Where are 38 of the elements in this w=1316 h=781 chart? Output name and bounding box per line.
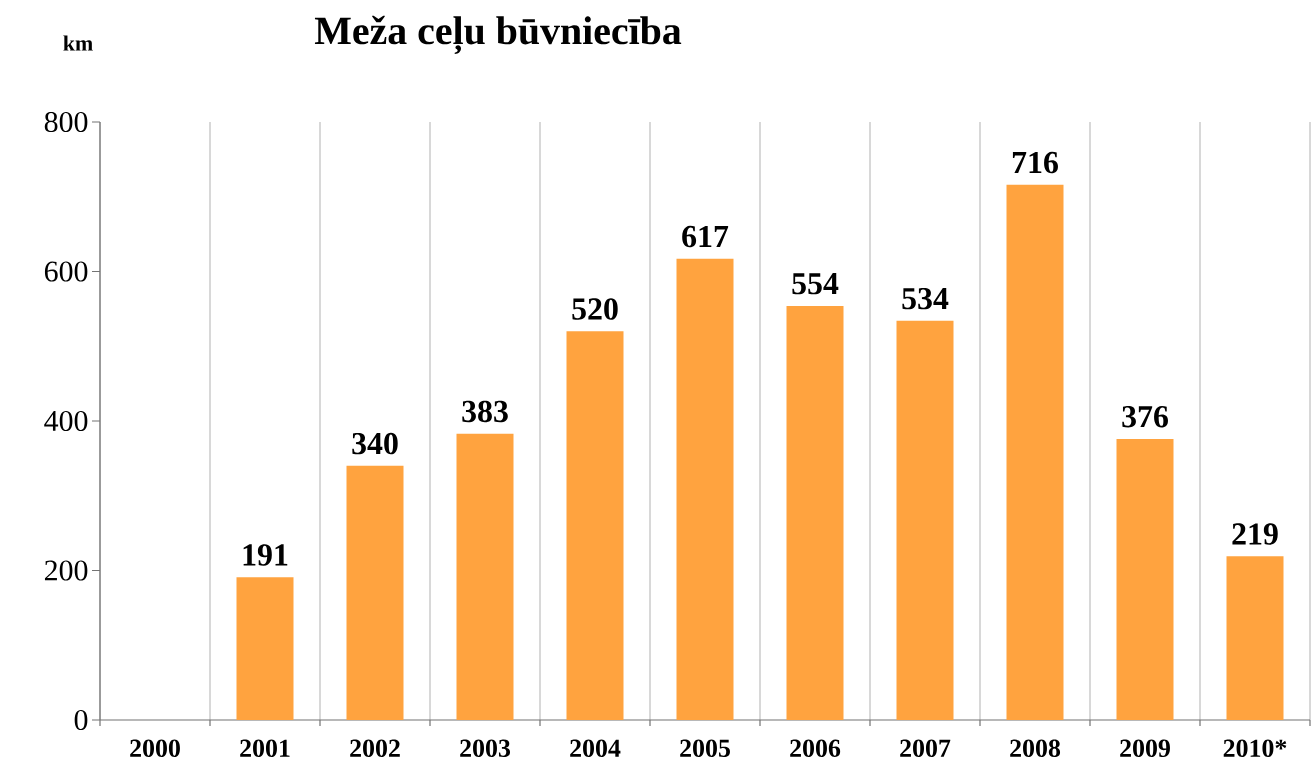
- y-tick-label: 200: [44, 560, 88, 581]
- y-tick-label: 0: [74, 709, 88, 731]
- data-label: 520: [572, 298, 618, 320]
- bar: [786, 305, 844, 720]
- x-tick-label: 2008: [1010, 739, 1061, 757]
- chart-title: Meža ceļu būvniecība: [314, 15, 682, 55]
- data-label: 554: [792, 273, 839, 295]
- x-tick-label: 2009: [1120, 739, 1170, 757]
- data-label: 534: [902, 287, 949, 310]
- x-tick-label: 2007: [900, 739, 951, 757]
- y-tick-label: 400: [44, 410, 88, 432]
- data-label: 716: [1012, 151, 1058, 174]
- y-axis-title: km: [63, 35, 93, 51]
- bar: [346, 465, 404, 720]
- data-label: 383: [462, 400, 508, 423]
- y-tick-label: 600: [44, 261, 88, 282]
- data-label: 219: [1232, 523, 1278, 545]
- data-label: 617: [682, 225, 729, 248]
- x-tick-label: 2001: [240, 739, 290, 757]
- bar: [1226, 556, 1284, 720]
- bar: [456, 433, 514, 720]
- x-tick-label: 2000: [130, 739, 180, 757]
- data-label: 376: [1122, 406, 1168, 428]
- bar: [896, 320, 954, 720]
- bar: [566, 331, 624, 720]
- x-tick-label: 2006: [790, 739, 841, 757]
- bar: [236, 577, 294, 720]
- data-label: 340: [352, 432, 398, 455]
- x-tick-label: 2005: [680, 739, 730, 757]
- y-tick-label: 800: [44, 111, 88, 133]
- bar: [1006, 184, 1064, 720]
- x-tick-label: 2003: [460, 739, 511, 757]
- bar: [1116, 438, 1174, 720]
- bar: [676, 258, 734, 720]
- x-tick-label: 2010*: [1223, 739, 1287, 757]
- data-label: 191: [243, 544, 288, 566]
- x-tick-label: 2004: [570, 739, 621, 757]
- x-tick-label: 2002: [350, 739, 400, 757]
